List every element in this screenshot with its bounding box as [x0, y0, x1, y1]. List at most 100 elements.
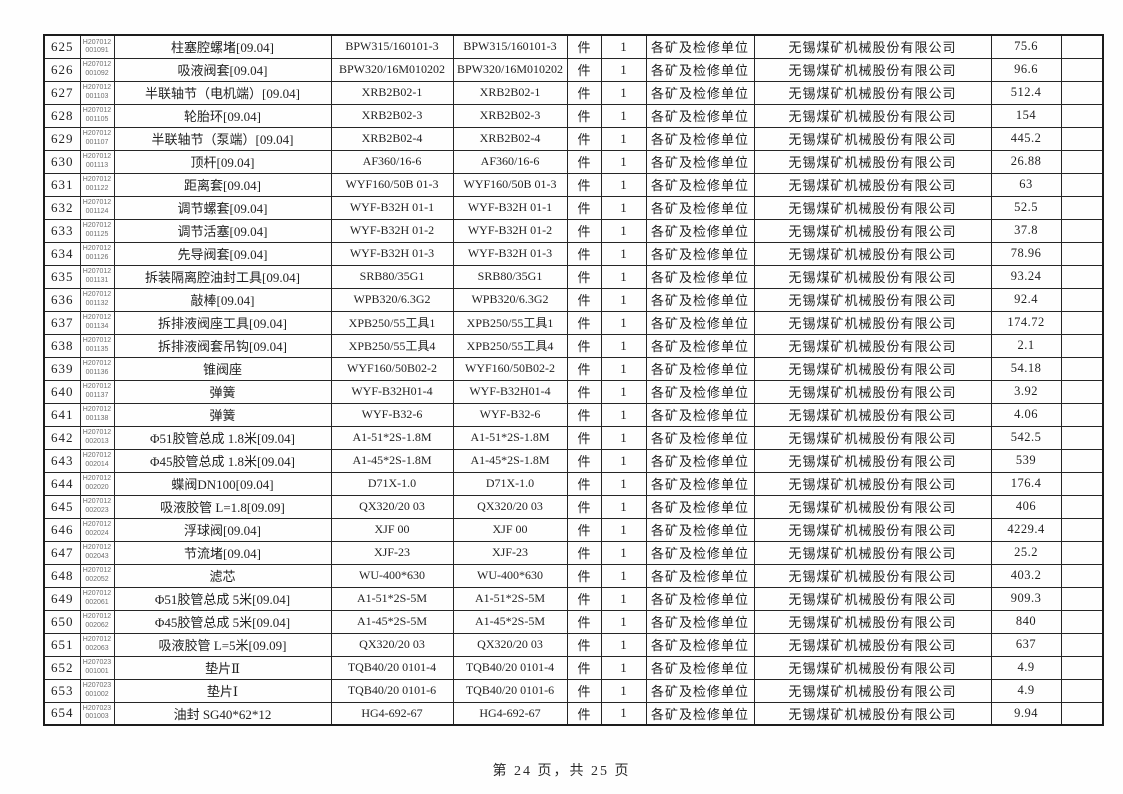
item-code-line1: H207012 [82, 360, 112, 368]
supplier-cell: 无锡煤矿机械股份有限公司 [753, 218, 992, 243]
quantity-cell: 1 [600, 264, 647, 289]
unit-cell: 件 [566, 310, 602, 335]
item-name-cell: 半联轴节（泵端）[09.04] [113, 126, 332, 151]
item-name-cell: 距离套[09.04] [113, 172, 332, 197]
item-code-line1: H207012 [82, 613, 112, 621]
row-number-cell: 628 [43, 103, 81, 128]
quantity-cell: 1 [600, 402, 647, 427]
remark-cell-empty [1060, 241, 1104, 266]
unit-cell: 件 [566, 517, 602, 542]
unit-cell: 件 [566, 655, 602, 680]
item-name-cell: 浮球阀[09.04] [113, 517, 332, 542]
quantity-cell: 1 [600, 517, 647, 542]
using-unit-cell: 各矿及检修单位 [645, 195, 755, 220]
item-spec-cell: WYF-B32H 01-1 [330, 195, 454, 220]
item-code-line2: 001113 [85, 161, 109, 169]
using-unit-cell: 各矿及检修单位 [645, 701, 755, 726]
using-unit-cell: 各矿及检修单位 [645, 149, 755, 174]
item-code-cell: H207012 001103 [79, 80, 115, 105]
table-row: 652 H207023 001001 垫片Ⅱ TQB40/20 0101-4 TQB40/… [43, 655, 1104, 680]
unit-cell: 件 [566, 80, 602, 105]
item-code-line1: H207012 [82, 245, 112, 253]
row-number-cell: 636 [43, 287, 81, 312]
unit-price-cell: 63 [990, 172, 1062, 197]
item-code-line2: 002024 [85, 529, 109, 537]
quantity-cell: 1 [600, 172, 647, 197]
remark-cell-empty [1060, 632, 1104, 657]
remark-cell-empty [1060, 540, 1104, 565]
item-code-line1: H207023 [82, 682, 112, 690]
item-spec-cell: QX320/20 03 [330, 632, 454, 657]
item-spec-cell-2: WPB320/6.3G2 [452, 287, 568, 312]
quantity-cell: 1 [600, 563, 647, 588]
using-unit-cell: 各矿及检修单位 [645, 655, 755, 680]
row-number-cell: 625 [43, 34, 81, 59]
item-spec-cell: XPB250/55工具1 [330, 310, 454, 335]
unit-price-cell: 539 [990, 448, 1062, 473]
item-spec-cell-2: TQB40/20 0101-6 [452, 678, 568, 703]
item-code-line1: H207012 [82, 498, 112, 506]
table-row: 637 H207012 001134 拆排液阀座工具[09.04] XPB250/55工… [43, 310, 1104, 335]
remark-cell-empty [1060, 103, 1104, 128]
table-row: 648 H207012 002052 滤芯 WU-400*630 WU-400*630 件 1… [43, 563, 1104, 588]
item-code-line2: 001091 [85, 46, 109, 54]
item-spec-cell-2: TQB40/20 0101-4 [452, 655, 568, 680]
item-name-cell: 敲棒[09.04] [113, 287, 332, 312]
supplier-cell: 无锡煤矿机械股份有限公司 [753, 517, 992, 542]
item-code-line2: 001001 [85, 667, 109, 675]
table-row: 625 H207012 001091 柱塞腔螺堵[09.04] BPW315/16010… [43, 34, 1104, 59]
remark-cell-empty [1060, 149, 1104, 174]
unit-cell: 件 [566, 333, 602, 358]
item-code-cell: H207012 001132 [79, 287, 115, 312]
table-row: 646 H207012 002024 浮球阀[09.04] XJF 00 XJF 00 件 1… [43, 517, 1104, 542]
using-unit-cell: 各矿及检修单位 [645, 218, 755, 243]
item-code-line1: H207023 [82, 705, 112, 713]
item-code-line2: 001122 [85, 184, 109, 192]
table-row: 627 H207012 001103 半联轴节（电机端）[09.04] XRB2B02-… [43, 80, 1104, 105]
quantity-cell: 1 [600, 57, 647, 82]
row-number-cell: 650 [43, 609, 81, 634]
item-code-line1: H207012 [82, 176, 112, 184]
item-code-line1: H207012 [82, 199, 112, 207]
quantity-cell: 1 [600, 195, 647, 220]
item-name-cell: 先导阀套[09.04] [113, 241, 332, 266]
quantity-cell: 1 [600, 333, 647, 358]
item-code-line1: H207012 [82, 383, 112, 391]
unit-price-cell: 2.1 [990, 333, 1062, 358]
item-code-line2: 001138 [85, 414, 109, 422]
item-name-cell: Φ51胶管总成 5米[09.04] [113, 586, 332, 611]
item-name-cell: 顶杆[09.04] [113, 149, 332, 174]
item-spec-cell: WYF160/50B 01-3 [330, 172, 454, 197]
item-name-cell: 吸液阀套[09.04] [113, 57, 332, 82]
item-code-line2: 001134 [85, 322, 109, 330]
row-number-cell: 638 [43, 333, 81, 358]
using-unit-cell: 各矿及检修单位 [645, 264, 755, 289]
item-code-cell: H207012 001124 [79, 195, 115, 220]
item-spec-cell-2: WYF-B32H01-4 [452, 379, 568, 404]
item-code-line2: 001132 [85, 299, 109, 307]
table-row: 644 H207012 002020 蝶阀DN100[09.04] D71X-1.0 D7… [43, 471, 1104, 496]
row-number-cell: 633 [43, 218, 81, 243]
using-unit-cell: 各矿及检修单位 [645, 540, 755, 565]
supplier-cell: 无锡煤矿机械股份有限公司 [753, 172, 992, 197]
item-code-line1: H207012 [82, 452, 112, 460]
item-name-cell: 拆排液阀套吊钩[09.04] [113, 333, 332, 358]
item-code-line1: H207012 [82, 521, 112, 529]
table-row: 63 1 H207012 001122 距离套[09.04] WYF160/50B 01-… [43, 172, 1104, 197]
row-number-cell: 642 [43, 425, 81, 450]
table-row: 629 H207012 001107 半联轴节（泵端）[09.04] XRB2B02-4… [43, 126, 1104, 151]
item-name-cell: 吸液胶管 L=1.8[09.09] [113, 494, 332, 519]
supplier-cell: 无锡煤矿机械股份有限公司 [753, 149, 992, 174]
item-spec-cell-2: QX320/20 03 [452, 494, 568, 519]
using-unit-cell: 各矿及检修单位 [645, 632, 755, 657]
unit-cell: 件 [566, 563, 602, 588]
item-spec-cell-2: XJF-23 [452, 540, 568, 565]
remark-cell-empty [1060, 494, 1104, 519]
unit-price-cell: 93.24 [990, 264, 1062, 289]
unit-price-cell: 406 [990, 494, 1062, 519]
item-code-line1: H207012 [82, 130, 112, 138]
item-spec-cell-2: AF360/16-6 [452, 149, 568, 174]
table-row: 647 H207012 002043 节流堵[09.04] XJF-23 XJF-23 件 1… [43, 540, 1104, 565]
using-unit-cell: 各矿及检修单位 [645, 34, 755, 59]
item-spec-cell-2: XJF 00 [452, 517, 568, 542]
